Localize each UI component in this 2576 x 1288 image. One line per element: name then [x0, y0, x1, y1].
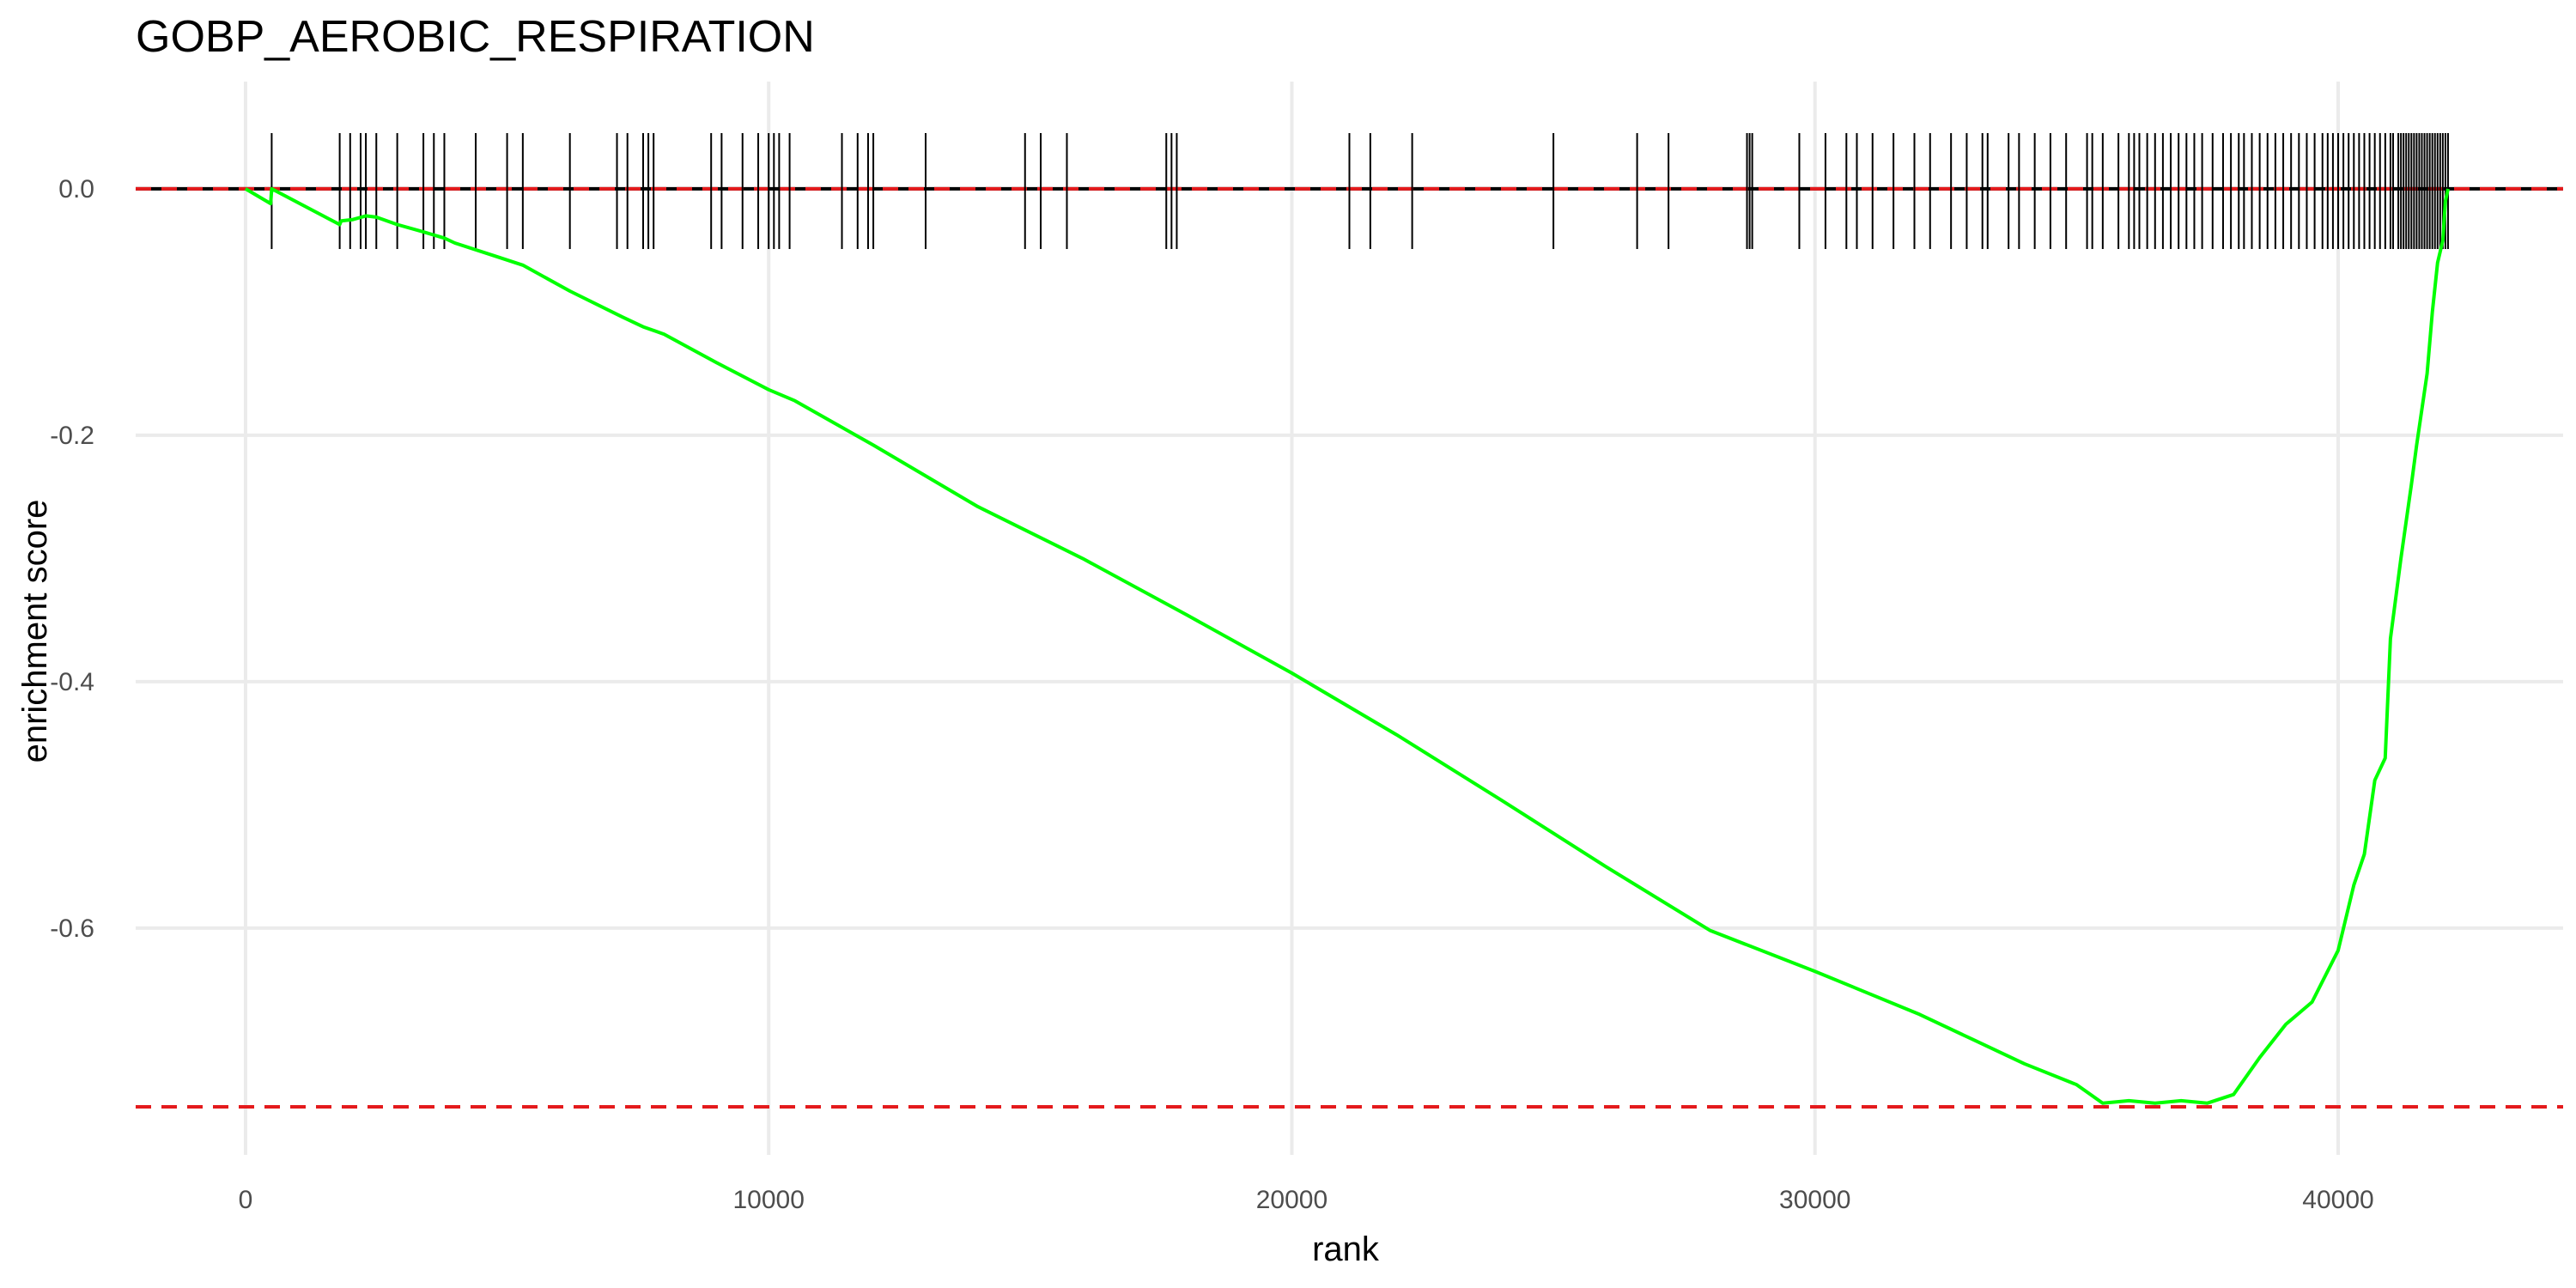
running-enrichment-curve: [244, 186, 2450, 1105]
x-tick-label: 30000: [1779, 1186, 1850, 1214]
x-tick-label: 0: [239, 1186, 253, 1214]
x-axis-ticks: 0 10000 20000 30000 40000: [239, 1186, 2374, 1214]
y-tick-label: 0.0: [58, 175, 94, 204]
y-tick-label: -0.2: [50, 422, 94, 450]
y-axis-ticks: 0.0 -0.2 -0.4 -0.6: [50, 175, 94, 943]
y-axis-title: enrichment score: [16, 500, 54, 763]
x-tick-label: 20000: [1256, 1186, 1327, 1214]
hit-markers: [270, 133, 2449, 249]
y-tick-label: -0.6: [50, 914, 94, 943]
y-tick-label: -0.4: [50, 668, 94, 696]
reference-lines: [136, 186, 2563, 1109]
chart-title: GOBP_AEROBIC_RESPIRATION: [136, 12, 815, 62]
x-axis-title: rank: [1312, 1230, 1380, 1268]
x-tick-label: 10000: [732, 1186, 804, 1214]
es-curve-line: [244, 186, 2450, 1105]
x-tick-label: 40000: [2302, 1186, 2373, 1214]
